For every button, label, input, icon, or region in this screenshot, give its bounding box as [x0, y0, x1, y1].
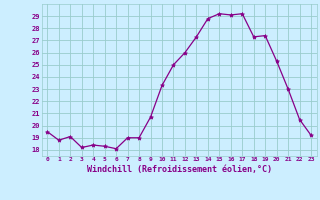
X-axis label: Windchill (Refroidissement éolien,°C): Windchill (Refroidissement éolien,°C) — [87, 165, 272, 174]
